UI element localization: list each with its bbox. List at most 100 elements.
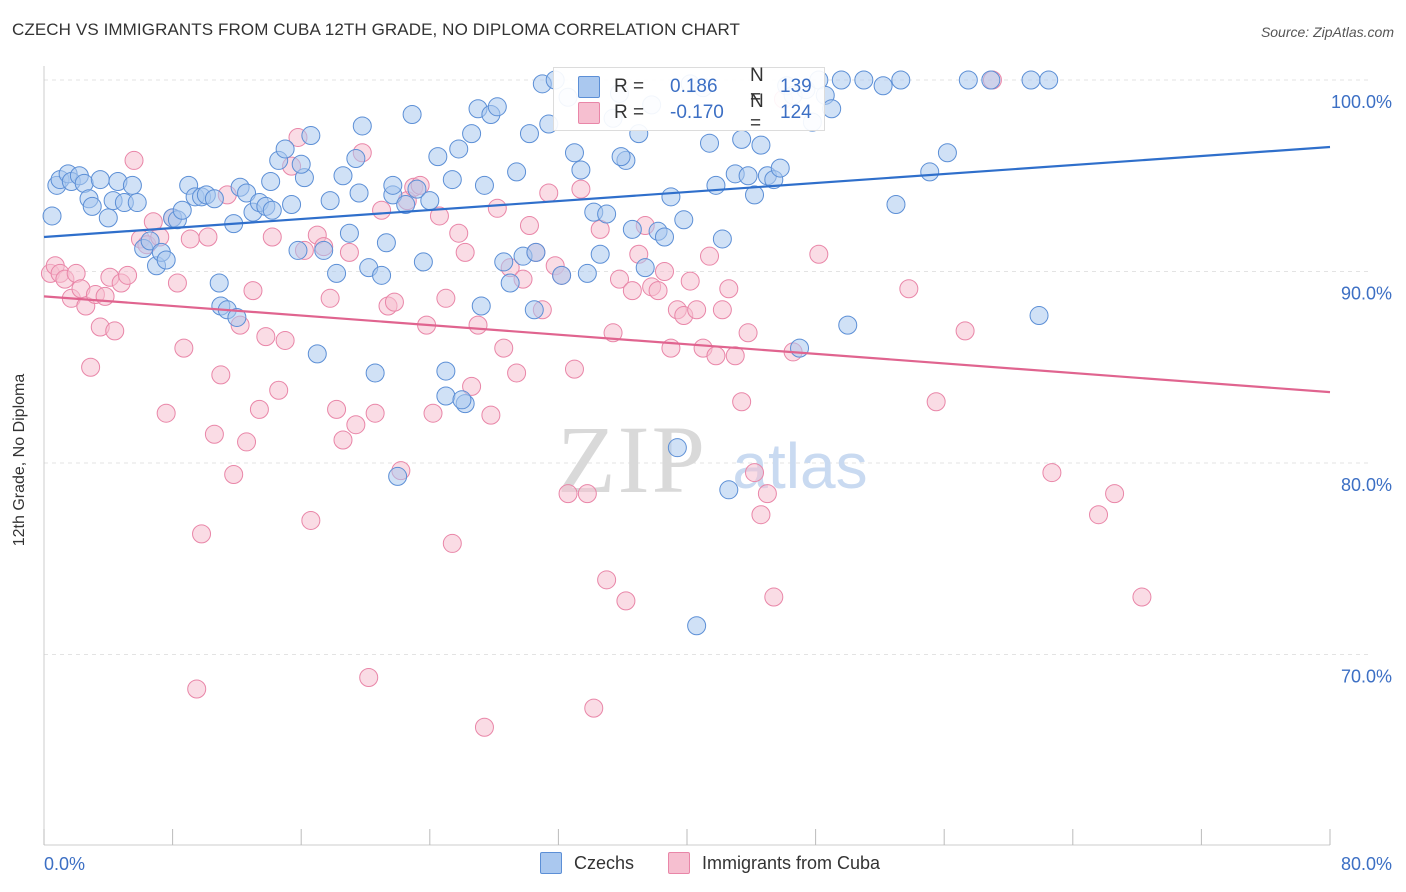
legend-n-value: 124	[780, 102, 812, 123]
data-point-czech	[462, 124, 482, 144]
data-point-cuba	[243, 281, 263, 301]
data-point-czech	[519, 124, 539, 144]
data-point-czech	[352, 116, 372, 136]
data-point-czech	[376, 233, 396, 253]
data-point-czech	[831, 70, 851, 90]
data-point-cuba	[687, 300, 707, 320]
data-point-czech	[449, 139, 469, 159]
data-point-czech	[891, 70, 911, 90]
data-point-cuba	[365, 403, 385, 423]
trend-lines	[43, 145, 1331, 394]
legend-label-cuba: Immigrants from Cuba	[702, 852, 881, 873]
data-point-czech	[500, 273, 520, 293]
y-tick-label: 90.0%	[1341, 284, 1392, 304]
data-point-czech	[552, 265, 572, 285]
data-point-czech	[487, 97, 507, 117]
data-point-czech	[958, 70, 978, 90]
data-point-cuba	[95, 286, 115, 306]
data-point-cuba	[275, 330, 295, 350]
data-point-cuba	[487, 198, 507, 218]
data-point-cuba	[384, 292, 404, 312]
data-point-cuba	[926, 392, 946, 412]
data-point-cuba	[1132, 587, 1152, 607]
data-point-cuba	[118, 265, 138, 285]
data-point-cuba	[124, 150, 144, 170]
data-point-czech	[140, 231, 160, 251]
data-point-cuba	[333, 430, 353, 450]
data-point-cuba	[198, 227, 218, 247]
data-point-czech	[564, 143, 584, 163]
data-point-cuba	[474, 717, 494, 737]
data-point-czech	[745, 185, 765, 205]
data-point-cuba	[237, 432, 257, 452]
legend-swatch-czechs	[540, 852, 562, 874]
data-point-czech	[339, 223, 359, 243]
data-point-czech	[383, 175, 403, 195]
y-tick-label: 100.0%	[1331, 92, 1392, 112]
data-point-cuba	[180, 229, 200, 249]
data-point-cuba	[648, 281, 668, 301]
data-point-cuba	[1089, 505, 1109, 525]
data-point-cuba	[436, 288, 456, 308]
data-point-czech	[388, 466, 408, 486]
data-point-cuba	[156, 403, 176, 423]
data-point-czech	[365, 363, 385, 383]
data-point-czech	[494, 252, 514, 272]
trend-line-czechs	[43, 145, 1331, 239]
data-point-cuba	[256, 327, 276, 347]
data-point-cuba	[187, 679, 207, 699]
legend-item-czechs[interactable]: Czechs	[540, 852, 634, 874]
data-point-cuba	[757, 484, 777, 504]
data-point-cuba	[372, 200, 392, 220]
data-point-cuba	[738, 323, 758, 343]
data-point-cuba	[712, 300, 732, 320]
source-label: Source: ZipAtlas.com	[1260, 24, 1394, 40]
data-point-czech	[732, 129, 752, 149]
data-point-cuba	[751, 505, 771, 525]
data-point-cuba	[519, 216, 539, 236]
data-point-czech	[209, 273, 229, 293]
data-point-czech	[204, 189, 224, 209]
data-point-cuba	[204, 424, 224, 444]
data-point-czech	[654, 227, 674, 247]
data-point-czech	[622, 219, 642, 239]
data-point-czech	[700, 133, 720, 153]
data-point-czech	[82, 196, 102, 216]
legend-swatch-czechs	[578, 76, 600, 98]
data-point-cuba	[429, 206, 449, 226]
gridlines	[44, 79, 1370, 655]
data-point-czech	[577, 263, 597, 283]
data-point-cuba	[539, 183, 559, 203]
data-point-cuba	[564, 359, 584, 379]
data-point-czech	[428, 147, 448, 167]
data-point-czech	[127, 193, 147, 213]
data-point-cuba	[732, 392, 752, 412]
data-point-czech	[661, 187, 681, 207]
data-point-czech	[674, 210, 694, 230]
data-point-czech	[873, 76, 893, 96]
data-point-cuba	[167, 273, 187, 293]
legend-r-label: R =	[614, 102, 645, 123]
data-point-cuba	[507, 363, 527, 383]
axes	[43, 66, 1331, 846]
data-point-cuba	[577, 484, 597, 504]
correlation-legend: R = 0.186 N = 139 R = -0.170 N = 124	[553, 65, 825, 134]
data-point-czech	[471, 296, 491, 316]
data-point-czech	[1029, 306, 1049, 326]
data-point-cuba	[301, 510, 321, 530]
data-point-czech	[770, 158, 790, 178]
data-point-cuba	[1105, 484, 1125, 504]
data-point-czech	[474, 175, 494, 195]
data-point-czech	[838, 315, 858, 335]
data-point-cuba	[211, 365, 231, 385]
data-point-czech	[790, 338, 810, 358]
legend-r-value: -0.170	[670, 102, 724, 123]
data-point-czech	[507, 162, 527, 182]
data-point-cuba	[609, 269, 629, 289]
legend-item-cuba[interactable]: Immigrants from Cuba	[668, 852, 880, 874]
data-point-cuba	[105, 321, 125, 341]
tick-labels: 70.0% 80.0% 90.0% 100.0% 0.0% 80.0%	[44, 92, 1392, 874]
data-point-czech	[333, 166, 353, 186]
data-point-czech	[920, 162, 940, 182]
data-point-cuba	[571, 179, 591, 199]
